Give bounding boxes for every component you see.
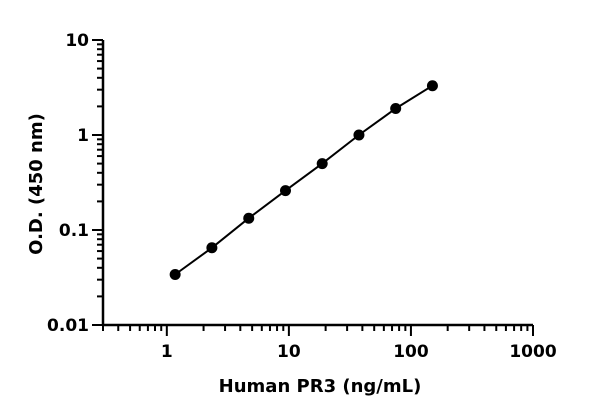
x-axis: 1 10 100 1000 — [102, 323, 557, 362]
x-tick-label: 10 — [277, 342, 301, 362]
data-point — [426, 80, 438, 92]
y-axis: 0.01 0.1 1 10 — [47, 31, 105, 336]
fit-line — [174, 84, 433, 276]
data-point — [390, 103, 402, 115]
data-point — [353, 129, 365, 141]
y-tick-label: 0.1 — [59, 221, 89, 241]
y-tick-label: 10 — [65, 31, 89, 51]
y-tick-label: 0.01 — [47, 316, 89, 336]
y-axis-title: O.D. (450 nm) — [26, 113, 47, 255]
x-tick-label: 1000 — [509, 342, 556, 362]
data-point — [169, 269, 181, 281]
data-point — [316, 158, 328, 170]
plot-area — [169, 80, 438, 281]
x-tick-label: 1 — [161, 342, 173, 362]
data-point — [206, 242, 218, 254]
data-point — [279, 185, 291, 197]
y-tick-label: 1 — [77, 126, 89, 146]
x-axis-title: Human PR3 (ng/mL) — [219, 376, 422, 397]
data-point — [243, 212, 255, 224]
x-tick-label: 100 — [393, 342, 429, 362]
